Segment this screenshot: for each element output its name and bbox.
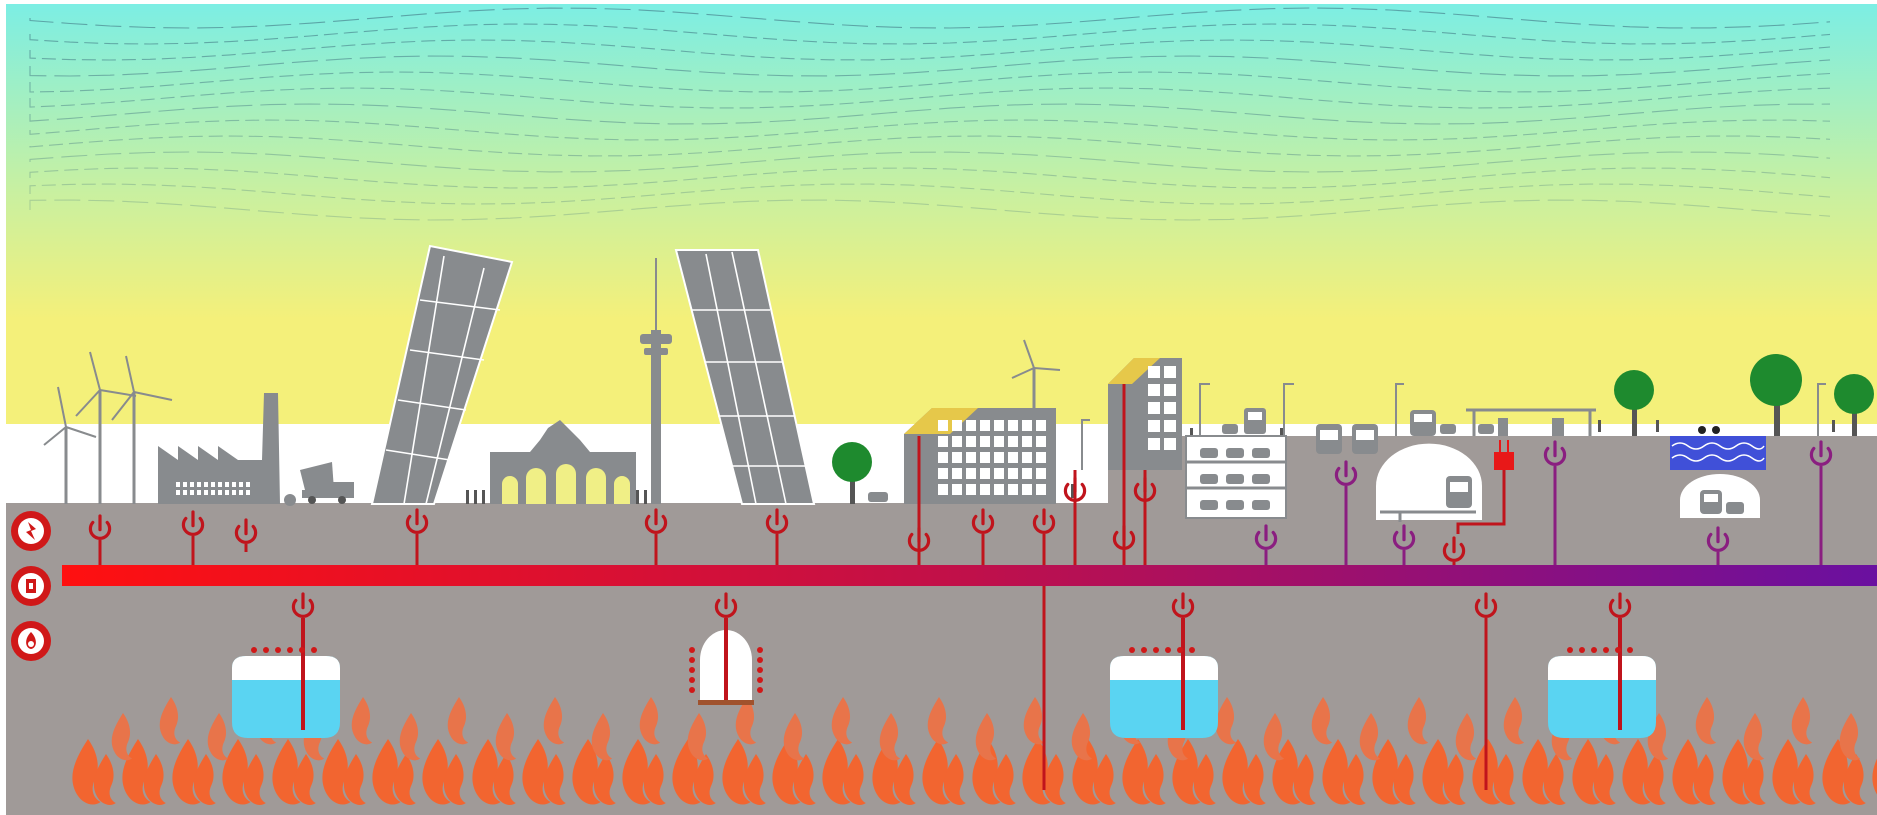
electricity-icon (11, 511, 51, 551)
tree (832, 442, 872, 504)
ev-charging-canopy (1466, 408, 1596, 436)
underground-car-tunnel (1680, 474, 1760, 518)
legend (11, 511, 51, 661)
pedestrians (466, 420, 1835, 504)
tall-building-with-solar-panels (1108, 358, 1182, 470)
thermal-storage-tank (232, 618, 340, 738)
office-building-with-solar-panels (904, 408, 1056, 504)
surface-buildings (43, 244, 1877, 534)
electric-vehicle-charger (1456, 440, 1514, 534)
car (868, 492, 888, 502)
trees (1614, 354, 1874, 436)
thermal-storage-tank (1548, 618, 1656, 738)
heat-exchanger-icon (11, 566, 51, 606)
sky-waves (29, 7, 1831, 221)
power-connectors (88, 384, 1833, 790)
wind-turbines (43, 351, 173, 504)
borehole-dome (689, 618, 763, 705)
water-pool (1670, 426, 1766, 470)
dump-truck (284, 462, 354, 506)
tv-tower (640, 258, 672, 504)
sky (6, 4, 1877, 424)
street-lamp (1081, 383, 1826, 470)
heat-source-icon (11, 621, 51, 661)
puerta-de-alcala-gate (490, 420, 636, 504)
parking-garage (1185, 408, 1287, 519)
thermal-storage-tanks (232, 618, 1656, 738)
thermal-storage-tank (1110, 618, 1218, 738)
district-heating-network (62, 565, 1877, 586)
factory (158, 393, 280, 504)
leaning-tower-right (674, 249, 816, 505)
underground-train-station (1376, 443, 1482, 522)
leaning-tower-left (370, 244, 514, 505)
bus-station (1316, 410, 1494, 454)
wind-turbine (1011, 339, 1061, 408)
